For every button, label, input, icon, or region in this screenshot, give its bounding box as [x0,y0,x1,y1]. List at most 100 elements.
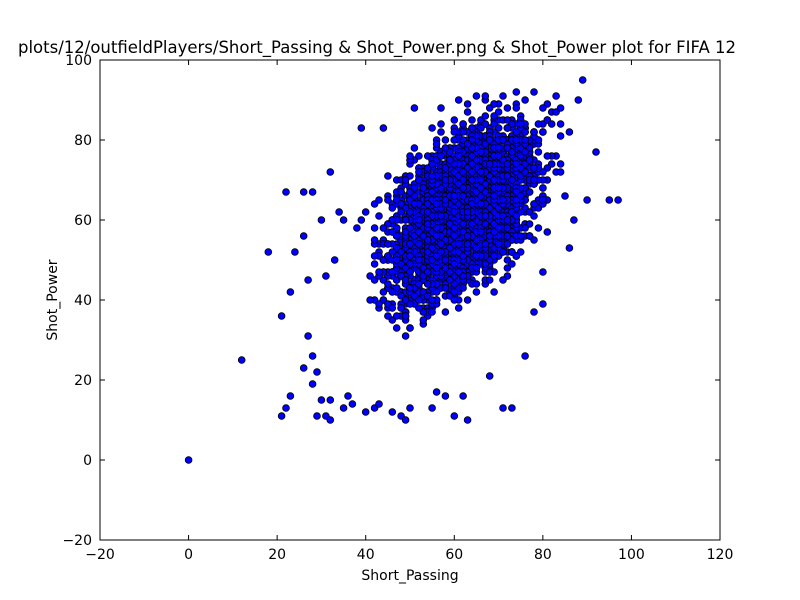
data-point [406,252,414,260]
data-point [432,232,441,240]
data-point [286,392,295,400]
data-point [463,108,472,116]
data-point [366,296,374,304]
data-point [313,412,321,420]
data-point [441,256,450,264]
data-point [503,104,512,112]
data-point [401,176,410,184]
data-point [326,396,335,404]
data-point [494,144,503,152]
data-point [401,216,410,224]
data-point [410,292,419,300]
data-point [388,248,397,256]
data-point [485,136,494,144]
data-point [450,116,459,124]
data-point [423,248,432,256]
data-point [477,184,485,192]
data-point [556,168,565,176]
data-point [357,216,366,224]
data-point [446,156,454,164]
data-point [485,268,494,276]
data-point [525,156,534,164]
data-point [428,296,436,304]
data-point [450,128,459,136]
data-point [468,176,476,184]
data-point [370,236,379,244]
data-point [592,148,600,156]
data-point [437,104,445,112]
data-point [357,124,366,132]
data-point [454,152,463,160]
data-point [481,220,490,228]
data-point [468,116,476,124]
data-point [282,188,290,196]
x-tick-label: 60 [445,547,463,563]
data-point [503,232,512,240]
data-point [406,224,414,232]
data-point [468,152,476,160]
data-point [463,232,472,240]
data-point [570,216,578,224]
data-point [565,244,574,252]
data-point [415,256,423,264]
data-point [370,200,379,208]
data-point [388,268,397,276]
y-axis-title: Shot_Power [45,259,61,340]
data-point [299,188,308,196]
data-point [401,332,410,340]
data-point [388,408,397,416]
data-point [574,96,583,104]
data-point [494,240,503,248]
data-point [477,176,485,184]
data-point [534,224,543,232]
data-point [441,308,450,316]
data-point [534,136,543,144]
data-point [379,224,388,232]
data-point [512,136,521,144]
chart-title: plots/12/outfieldPlayers/Short_Passing &… [18,38,736,58]
data-point [490,228,498,236]
data-point [322,272,330,280]
data-point [503,256,512,264]
data-point [428,404,436,412]
data-point [415,304,423,312]
data-point [477,168,485,176]
y-tick-label: 100 [65,53,92,69]
data-point [432,252,441,260]
data-point [503,216,512,224]
data-point [437,152,445,160]
data-point [264,248,273,256]
data-point [512,196,521,204]
data-point [499,404,507,412]
data-point [468,160,476,168]
data-point [583,196,591,204]
data-point [437,212,445,220]
data-point [512,128,521,136]
data-point [406,152,414,160]
data-point [326,168,335,176]
data-point [415,152,423,160]
data-point [516,120,525,128]
data-point [556,132,565,140]
data-point [406,324,414,332]
data-point [361,208,370,216]
data-point [441,196,450,204]
data-point [530,308,538,316]
x-tick-label: −20 [85,547,115,563]
data-point [490,120,498,128]
y-tick-label: −20 [62,533,92,549]
data-point [543,228,552,236]
data-point [459,392,467,400]
data-point [508,404,516,412]
data-point [432,388,441,396]
data-point [503,144,512,152]
data-point [291,248,299,256]
data-point [530,212,538,220]
data-point [499,248,507,256]
data-point [308,352,317,360]
data-point [375,300,383,308]
data-point [339,404,348,412]
points-layer [184,76,622,464]
data-point [539,268,547,276]
